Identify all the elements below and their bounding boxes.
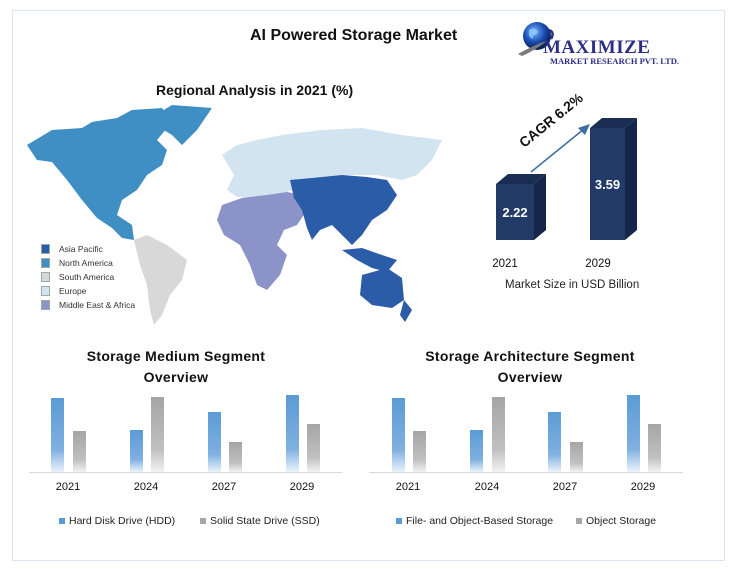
year-2021-label: 2021 <box>492 258 518 270</box>
legend-label: Solid State Drive (SSD) <box>210 515 320 527</box>
world-map <box>27 105 442 325</box>
year-2029-label: 2029 <box>585 258 611 270</box>
legend-label: File- and Object-Based Storage <box>406 515 554 527</box>
legend-swatch <box>41 300 50 310</box>
legend-swatch <box>41 244 50 254</box>
legend-label: North America <box>59 258 113 268</box>
legend-item-middle-east-africa: Middle East & Africa <box>41 299 135 311</box>
legend-swatch <box>41 258 50 268</box>
legend-item-north-america: North America <box>41 257 113 269</box>
legend-label: Object Storage <box>586 515 657 527</box>
storage-architecture-title-line2: Overview <box>497 369 563 385</box>
category-label: 2021 <box>395 481 421 493</box>
logo-tagline: MARKET RESEARCH PVT. LTD. <box>550 56 680 66</box>
legend-object-storage: Object Storage <box>576 515 656 527</box>
legend-file-object-storage: File- and Object-Based Storage <box>396 515 553 527</box>
object-bar-2029 <box>648 424 661 472</box>
category-label: 2024 <box>133 481 159 493</box>
storage-medium-title-line2: Overview <box>143 369 209 385</box>
legend-label: Middle East & Africa <box>59 300 136 310</box>
legend-label: South America <box>59 272 115 282</box>
legend-swatch <box>59 518 65 524</box>
file-object-bar-2027 <box>548 412 561 472</box>
storage-architecture-title: Storage Architecture Segment Overview <box>390 346 670 388</box>
legend-label: Asia Pacific <box>59 244 103 254</box>
ssd-bar-2027 <box>229 442 242 472</box>
page-title: AI Powered Storage Market <box>250 27 458 44</box>
legend-item-asia-pacific: Asia Pacific <box>41 243 103 255</box>
ssd-bar-2024 <box>151 397 164 472</box>
object-bar-2021 <box>413 431 426 472</box>
region-north-america <box>27 105 212 240</box>
category-label: 2029 <box>630 481 656 493</box>
hdd-bar-2024 <box>130 430 143 472</box>
ssd-bar-2029 <box>307 424 320 472</box>
file-object-bar-2021 <box>392 398 405 472</box>
hdd-bar-2029 <box>286 395 299 472</box>
file-object-bar-2029 <box>627 395 640 472</box>
legend-item-europe: Europe <box>41 285 86 297</box>
object-bar-2024 <box>492 397 505 472</box>
globe-icon <box>518 22 554 56</box>
legend-swatch <box>396 518 402 524</box>
map-title: Regional Analysis in 2021 (%) <box>156 82 354 98</box>
legend-hdd: Hard Disk Drive (HDD) <box>59 515 175 527</box>
category-label: 2024 <box>474 481 500 493</box>
x-axis-line <box>29 472 342 473</box>
category-label: 2027 <box>211 481 237 493</box>
storage-medium-title: Storage Medium Segment Overview <box>40 346 312 388</box>
region-asia-pacific <box>290 175 412 322</box>
company-logo: MAXIMIZE MARKET RESEARCH PVT. LTD. <box>515 18 715 68</box>
bar-2029: 3.59 <box>590 128 625 240</box>
category-label: 2029 <box>289 481 315 493</box>
category-label: 2027 <box>552 481 578 493</box>
logo-brand: MAXIMIZE <box>543 37 651 58</box>
ssd-bar-2021 <box>73 431 86 472</box>
legend-swatch <box>41 272 50 282</box>
market-size-chart <box>496 118 637 240</box>
legend-swatch <box>576 518 582 524</box>
arrow-head-icon <box>578 124 590 135</box>
legend-label: Europe <box>59 286 87 296</box>
legend-item-south-america: South America <box>41 271 114 283</box>
bar-2021: 2.22 <box>496 184 534 240</box>
region-south-america <box>134 235 187 325</box>
market-size-caption: Market Size in USD Billion <box>505 279 640 291</box>
category-label: 2021 <box>55 481 81 493</box>
object-bar-2027 <box>570 442 583 472</box>
region-middle-east-africa <box>217 192 307 290</box>
legend-swatch <box>200 518 206 524</box>
infographic-frame <box>12 10 725 561</box>
cagr-arrow <box>530 128 585 173</box>
storage-medium-title-line1: Storage Medium Segment <box>86 348 266 364</box>
file-object-bar-2024 <box>470 430 483 472</box>
storage-architecture-title-line1: Storage Architecture Segment <box>425 348 635 364</box>
hdd-bar-2021 <box>51 398 64 472</box>
region-europe <box>222 128 442 198</box>
legend-ssd: Solid State Drive (SSD) <box>200 515 320 527</box>
x-axis-line <box>369 472 683 473</box>
legend-label: Hard Disk Drive (HDD) <box>69 515 176 527</box>
legend-swatch <box>41 286 50 296</box>
hdd-bar-2027 <box>208 412 221 472</box>
